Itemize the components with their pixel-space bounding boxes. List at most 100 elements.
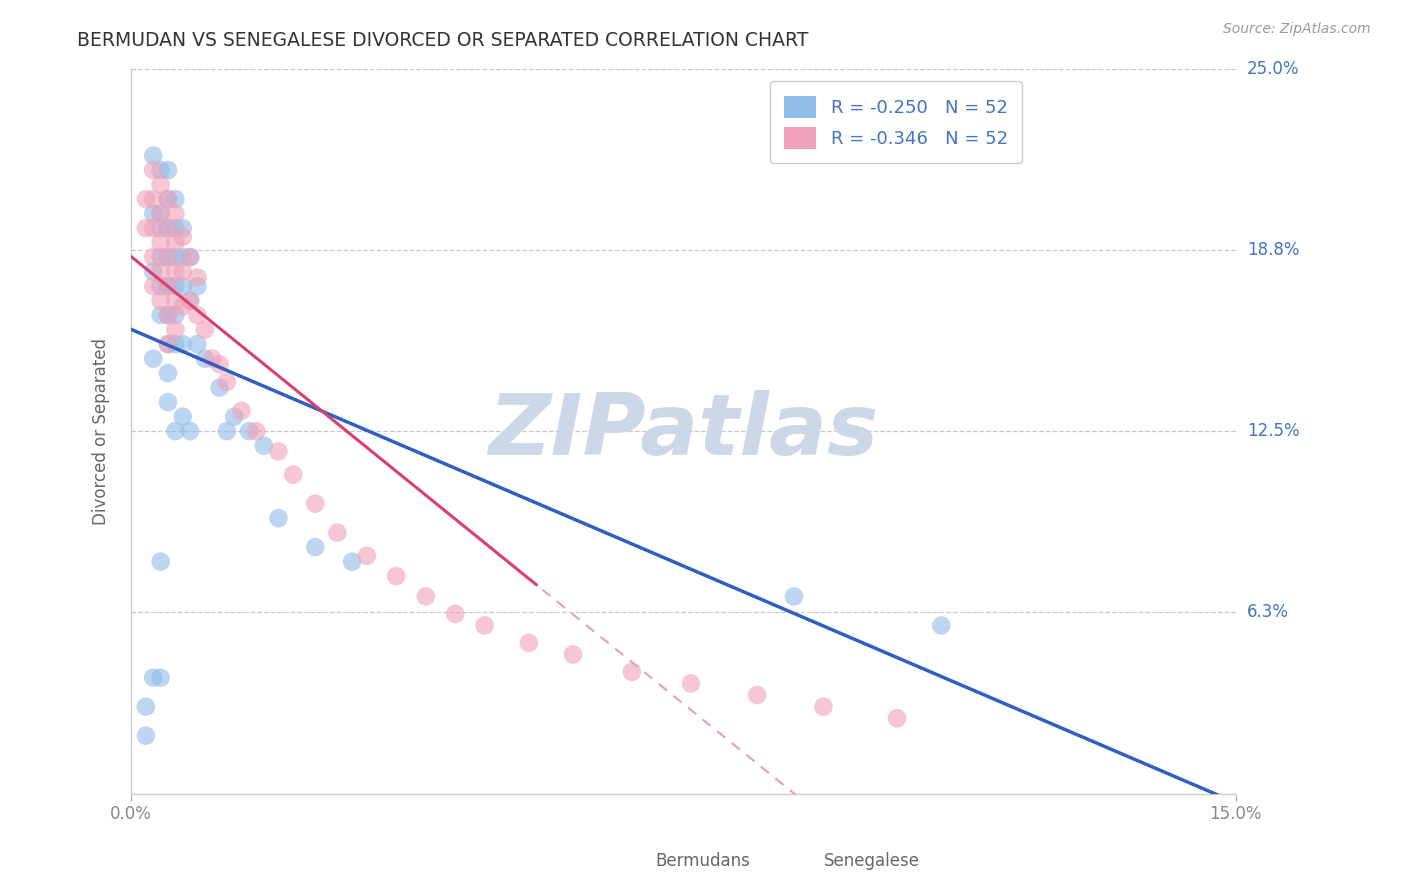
Text: ZIPatlas: ZIPatlas [488, 390, 879, 473]
Point [142, 221, 165, 235]
Point [135, 729, 157, 743]
Point [172, 265, 194, 279]
Point [165, 323, 187, 337]
Point [415, 590, 437, 604]
Point [186, 308, 208, 322]
Point [224, 409, 246, 424]
Point [142, 206, 165, 220]
Point [186, 270, 208, 285]
Point [156, 163, 179, 178]
Point [215, 424, 238, 438]
Point [142, 671, 165, 685]
Point [186, 337, 208, 351]
Point [326, 525, 349, 540]
Text: Bermudans: Bermudans [655, 852, 751, 870]
Point [149, 555, 172, 569]
Point [149, 178, 172, 192]
Point [679, 676, 702, 690]
Point [929, 618, 952, 632]
Point [747, 688, 769, 702]
Point [156, 308, 179, 322]
Legend: R = -0.250   N = 52, R = -0.346   N = 52: R = -0.250 N = 52, R = -0.346 N = 52 [769, 81, 1022, 163]
Point [238, 424, 260, 438]
Point [186, 279, 208, 293]
Point [179, 250, 201, 264]
Point [149, 250, 172, 264]
Point [179, 250, 201, 264]
Text: 25.0%: 25.0% [1247, 60, 1299, 78]
Point [149, 221, 172, 235]
Point [172, 229, 194, 244]
Point [156, 221, 179, 235]
Point [165, 221, 187, 235]
Point [165, 337, 187, 351]
Point [444, 607, 467, 621]
Point [517, 636, 540, 650]
Point [474, 618, 496, 632]
Point [179, 424, 201, 438]
Point [813, 699, 835, 714]
Point [149, 206, 172, 220]
Point [231, 404, 253, 418]
Point [165, 308, 187, 322]
Point [135, 221, 157, 235]
Point [194, 323, 217, 337]
Point [179, 293, 201, 308]
Point [156, 279, 179, 293]
Point [149, 308, 172, 322]
Point [172, 250, 194, 264]
Point [208, 381, 231, 395]
Point [886, 711, 908, 725]
Point [142, 192, 165, 206]
Text: Senegalese: Senegalese [824, 852, 920, 870]
Point [149, 235, 172, 250]
Point [267, 444, 290, 458]
Point [156, 192, 179, 206]
Point [267, 511, 290, 525]
Point [245, 424, 267, 438]
Point [283, 467, 305, 482]
Point [172, 221, 194, 235]
Point [304, 540, 326, 554]
Point [156, 337, 179, 351]
Point [135, 699, 157, 714]
Point [340, 555, 363, 569]
Point [165, 206, 187, 220]
Point [165, 279, 187, 293]
Point [165, 293, 187, 308]
Text: 6.3%: 6.3% [1247, 603, 1289, 622]
Point [149, 265, 172, 279]
Point [165, 192, 187, 206]
Point [172, 337, 194, 351]
Point [156, 250, 179, 264]
Point [142, 351, 165, 366]
Point [165, 265, 187, 279]
Point [149, 279, 172, 293]
Point [215, 375, 238, 389]
Point [142, 265, 165, 279]
Point [149, 206, 172, 220]
Point [156, 395, 179, 409]
Point [208, 358, 231, 372]
Point [201, 351, 224, 366]
Point [172, 279, 194, 293]
Point [562, 648, 585, 662]
Point [142, 279, 165, 293]
Point [620, 665, 643, 679]
Point [135, 192, 157, 206]
Point [194, 351, 217, 366]
Point [142, 163, 165, 178]
Point [156, 337, 179, 351]
Point [783, 590, 806, 604]
Point [356, 549, 378, 563]
Text: 18.8%: 18.8% [1247, 241, 1299, 259]
Y-axis label: Divorced or Separated: Divorced or Separated [93, 338, 110, 524]
Point [149, 671, 172, 685]
Point [156, 192, 179, 206]
Point [253, 439, 276, 453]
Point [165, 424, 187, 438]
Point [172, 409, 194, 424]
Point [149, 293, 172, 308]
Point [156, 279, 179, 293]
Point [165, 250, 187, 264]
